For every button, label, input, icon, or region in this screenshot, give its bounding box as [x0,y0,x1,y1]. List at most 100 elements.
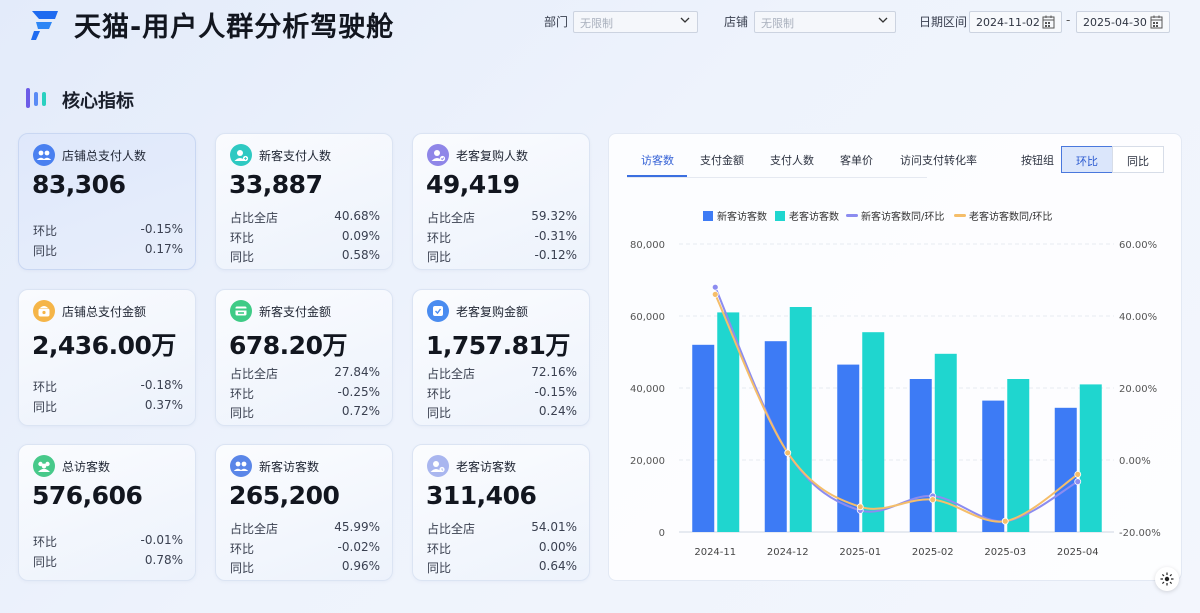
y-right-tick-label: -20.00% [1119,528,1161,539]
kpi-title: 店铺总支付人数 [62,149,147,163]
kpi-card-returning-visitors[interactable]: 老客访客数 311,406 占比全店 54.01% 环比 0.00% 同比 0.64% [412,444,590,581]
kpi-row: 环比 -0.25% [230,385,380,401]
calendar-icon [1150,15,1163,29]
x-tick-label: 2025-03 [984,547,1026,558]
ai-assistant-button[interactable] [1155,567,1179,591]
bar-old-visitors [934,353,957,532]
repurchase-icon [427,300,449,322]
kpi-row-label: 环比 [33,380,58,394]
kpi-row-label: 占比全店 [427,367,476,381]
kpi-card-returning-buyers[interactable]: 老客复购人数 49,419 占比全店 59.32% 环比 -0.31% 同比 -0.1… [412,133,590,270]
dept-select[interactable]: 无限制 [573,11,698,33]
kpi-row: 占比全店 72.16% [427,365,577,381]
kpi-card-returning-payment-amount[interactable]: 老客复购金额 1,757.81万 占比全店 72.16% 环比 -0.15% 同比 0… [412,289,590,426]
kpi-row: 环比 -0.01% [33,533,183,549]
line-point [856,503,864,511]
legend-swatch [703,211,713,221]
x-tick-label: 2024-12 [767,547,809,558]
tab-payment-amount[interactable]: 支付金额 [700,154,744,167]
date-start-input[interactable]: 2024-11-02 [969,11,1062,33]
kpi-title: 总访客数 [62,460,111,474]
kpi-row: 环比 0.09% [230,229,380,245]
kpi-row-label: 同比 [230,561,255,575]
kpi-card-total-visitors[interactable]: 总访客数 576,606 环比 -0.01% 同比 0.78% [18,444,196,581]
tab-paying-users[interactable]: 支付人数 [770,154,814,167]
kpi-row: 占比全店 45.99% [230,520,380,536]
legend-swatch [775,211,785,221]
new-user-icon [230,144,252,166]
bar-old-visitors [717,312,740,532]
store-select[interactable]: 无限制 [754,11,896,33]
kpi-row: 同比 0.96% [230,559,380,575]
chart-panel: 访客数 支付金额 支付人数 客单价 访问支付转化率 按钮组 环比 同比 0 20,… [608,133,1182,581]
bar-new-visitors [837,364,860,532]
kpi-row-value: 0.58% [341,248,380,262]
kpi-card-new-visitors[interactable]: 新客访客数 265,200 占比全店 45.99% 环比 -0.02% 同比 0.96… [215,444,393,581]
kpi-row-label: 同比 [427,406,452,420]
date-end-value: 2025-04-30 [1083,16,1147,29]
kpi-row: 同比 0.78% [33,553,183,569]
section-title: 核心指标 [62,91,134,112]
kpi-row: 环比 -0.31% [427,229,577,245]
kpi-title: 店铺总支付金额 [62,305,147,319]
kpi-row-value: 45.99% [334,520,380,534]
y-right-tick-label: 40.00% [1119,312,1157,323]
kpi-row-label: 环比 [33,224,58,238]
kpi-card-store-payment-amount[interactable]: 店铺总支付金额 2,436.00万 环比 -0.18% 同比 0.37% [18,289,196,426]
kpi-row-value: -0.15% [140,222,183,236]
kpi-row-value: 0.78% [144,553,183,567]
kpi-title: 新客支付金额 [259,305,332,319]
app-logo-icon [31,11,58,40]
kpi-row-label: 同比 [427,250,452,264]
kpi-card-new-paying-users[interactable]: 新客支付人数 33,887 占比全店 40.68% 环比 0.09% 同比 0.58% [215,133,393,270]
kpi-row: 占比全店 59.32% [427,209,577,225]
kpi-row: 环比 -0.02% [230,540,380,556]
tab-conversion-rate[interactable]: 访问支付转化率 [900,154,977,167]
yoy-toggle-button[interactable]: 同比 [1112,146,1164,173]
bar-new-visitors [692,344,715,532]
users-icon [33,144,55,166]
y-right-tick-label: 20.00% [1119,384,1157,395]
kpi-row-label: 环比 [427,231,452,245]
mom-toggle-button[interactable]: 环比 [1061,146,1113,173]
kpi-row-value: 0.96% [341,559,380,573]
x-tick-label: 2025-01 [839,547,881,558]
kpi-row-value: -0.15% [534,385,577,399]
visitors-combo-chart: 0 20,000 40,000 60,000 80,000 -20.00% 0.00% 20.… [630,210,1161,558]
kpi-row-value: -0.31% [534,229,577,243]
kpi-row-value: 27.84% [334,365,380,379]
bar-new-visitors [909,379,932,532]
bar-old-visitors [789,307,812,532]
kpi-row-label: 占比全店 [427,522,476,536]
kpi-row-value: 0.00% [538,540,577,554]
tab-avg-order-value[interactable]: 客单价 [840,154,873,167]
tab-visitors[interactable]: 访客数 [641,154,674,167]
kpi-title: 老客复购人数 [456,149,529,163]
kpi-row-label: 占比全店 [230,522,279,536]
kpi-row: 同比 0.24% [427,404,577,420]
kpi-card-store-paying-users[interactable]: 店铺总支付人数 83,306 环比 -0.15% 同比 0.17% [18,133,196,270]
line-old-visitors-ratio [714,293,1079,523]
date-end-input[interactable]: 2025-04-30 [1076,11,1170,33]
kpi-value: 265,200 [229,481,340,510]
store-label: 店铺 [724,15,749,29]
kpi-row: 同比 0.64% [427,559,577,575]
bar-old-visitors [1079,384,1102,532]
kpi-row-label: 环比 [33,535,58,549]
kpi-row: 环比 -0.18% [33,378,183,394]
sparkle-icon [1160,572,1174,586]
kpi-card-new-payment-amount[interactable]: 新客支付金额 678.20万 占比全店 27.84% 环比 -0.25% 同比 0.7… [215,289,393,426]
y-left-tick-label: 0 [659,528,665,539]
kpi-row-label: 同比 [33,400,58,414]
kpi-row: 同比 0.58% [230,248,380,264]
kpi-row-label: 环比 [427,542,452,556]
kpi-row-value: 72.16% [531,365,577,379]
kpi-row-value: 0.37% [144,398,183,412]
kpi-row: 环比 0.00% [427,540,577,556]
legend-label: 老客访客数 [789,210,839,223]
kpi-title: 老客复购金额 [456,305,529,319]
kpi-row-value: -0.01% [140,533,183,547]
header: 天猫-用户人群分析驾驶舱 部门 无限制 店铺 无限制 日期区间 2024-11-… [0,0,1200,50]
x-tick-label: 2025-02 [912,547,954,558]
line-point [711,290,719,298]
